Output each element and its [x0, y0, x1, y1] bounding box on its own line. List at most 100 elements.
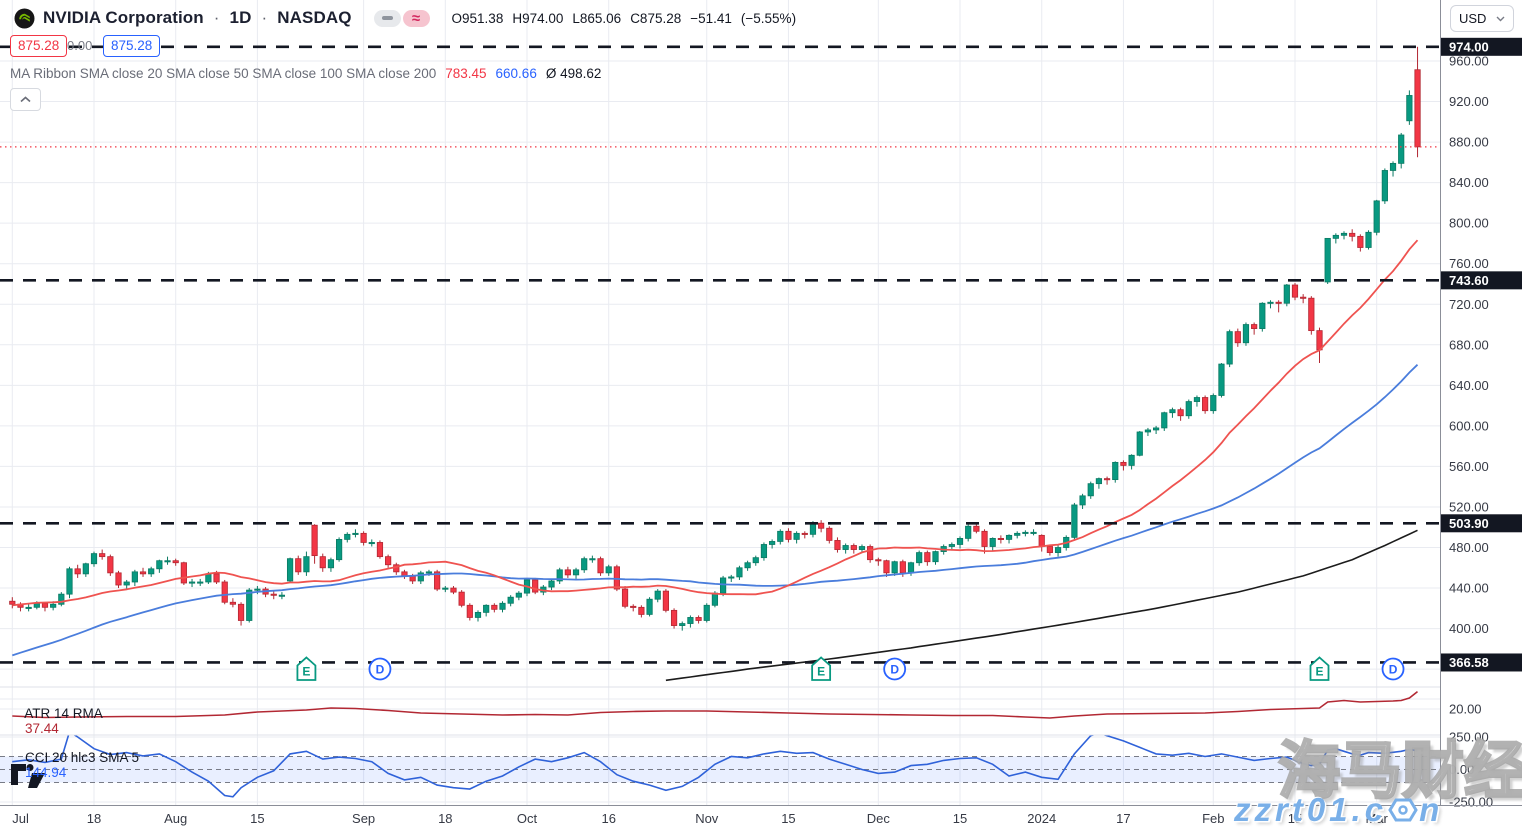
watermark-site-prefix: zzrt01.c — [1234, 791, 1388, 828]
time-tick-label: Nov — [695, 811, 719, 826]
legend-toolbar: ≈ — [373, 9, 430, 27]
time-tick-label: 18 — [438, 811, 452, 826]
watermark-site-suffix: n — [1419, 791, 1444, 828]
currency-selector[interactable]: USD — [1450, 5, 1514, 32]
price-axis[interactable]: 960.00 920.00 880.00 840.00 800.00 760.00 720.… — [1440, 0, 1522, 810]
watermark-site: zzrt01.c n — [1234, 791, 1443, 829]
symbol-title[interactable]: NVIDIA Corporation — [43, 8, 204, 27]
time-tick-label: 15 — [250, 811, 264, 826]
exchange: NASDAQ — [277, 8, 352, 27]
time-tick-label: Jul — [12, 811, 29, 826]
cci-value: 144.94 — [25, 765, 67, 780]
settings-gear-icon[interactable] — [1388, 795, 1418, 825]
tradingview-logo[interactable] — [10, 763, 46, 789]
price-tick-label: 560.00 — [1449, 459, 1489, 474]
dividend-badge-label: D — [1389, 663, 1398, 677]
time-tick-label: 16 — [601, 811, 615, 826]
cci-line[interactable] — [12, 732, 1418, 798]
time-tick-label: 18 — [87, 811, 101, 826]
wave-indicator-button[interactable]: ≈ — [402, 9, 430, 27]
price-tick-label: 800.00 — [1449, 216, 1489, 231]
price-line-badge-label: 503.90 — [1449, 516, 1489, 531]
sma-50-line[interactable] — [12, 364, 1419, 657]
sma-20-line[interactable] — [12, 239, 1419, 607]
atr-label[interactable]: ATR 14 RMA — [24, 706, 103, 721]
price-line-badge-label: 366.58 — [1449, 655, 1489, 670]
change-value: −51.41 — [690, 10, 732, 26]
time-tick-label: Sep — [352, 811, 375, 826]
separator: · — [261, 8, 268, 27]
cci-label[interactable]: CCI 20 hlc3 SMA 5 — [25, 750, 140, 765]
price-tick-label: 480.00 — [1449, 540, 1489, 555]
earnings-badge[interactable] — [296, 656, 317, 681]
time-tick-label: 17 — [1116, 811, 1130, 826]
time-tick-label: 15 — [781, 811, 795, 826]
time-tick-label: Feb — [1202, 811, 1224, 826]
position-entry-price-box[interactable]: 875.28 — [10, 35, 68, 57]
ma-ribbon-legend: MA Ribbon SMA close 20 SMA close 50 SMA … — [10, 66, 601, 81]
dividend-badge-label: D — [376, 663, 385, 677]
watermark-chinese: 海马财经 — [1277, 733, 1522, 809]
price-tick-label: 960.00 — [1449, 54, 1489, 69]
time-tick-label: 15 — [1288, 811, 1302, 826]
price-tick-label: 520.00 — [1449, 499, 1489, 514]
nvidia-logo-icon — [14, 8, 35, 28]
cci-legend: CCI 20 hlc3 SMA 5 144.94 — [10, 735, 143, 795]
price-tick-label: 840.00 — [1449, 175, 1489, 190]
timeframe[interactable]: 1D — [229, 8, 252, 27]
earnings-badge-label: E — [817, 665, 825, 679]
cci-pane — [0, 756, 1440, 783]
price-tick-label: 640.00 — [1449, 378, 1489, 393]
currency-label: USD — [1459, 11, 1487, 26]
time-tick-label: 2024 — [1027, 811, 1056, 826]
time-tick-label: 15 — [953, 811, 967, 826]
chevron-down-icon — [1496, 16, 1505, 21]
price-tick-label: 880.00 — [1449, 135, 1489, 150]
price-tick-label: 920.00 — [1449, 94, 1489, 109]
horizontal-lines[interactable] — [0, 45, 1440, 664]
atr-value: 37.44 — [25, 721, 59, 736]
ma-ribbon-label[interactable]: MA Ribbon SMA close 20 SMA close 50 SMA … — [10, 66, 437, 81]
price-tick-label: 440.00 — [1449, 581, 1489, 596]
position-target-price-box[interactable]: 875.28 — [103, 35, 161, 57]
dividend-badge-label: D — [890, 663, 899, 677]
ohlc-values: O951.38 H974.00 L865.06 C875.28 −51.41 (… — [452, 11, 797, 26]
atr-line[interactable] — [12, 690, 1418, 719]
time-tick-label: Mar — [1365, 811, 1388, 826]
close-value: C875.28 — [630, 10, 682, 26]
price-line-badge — [1441, 271, 1522, 290]
time-axis[interactable]: Jul 18 Aug 15 Sep 18 Oct 16 Nov 15 Dec 15 2024 17 Feb 1… — [0, 805, 1522, 827]
price-tick-label: 760.00 — [1449, 256, 1489, 271]
position-pnl: 0.00 — [67, 38, 93, 53]
earnings-badge[interactable] — [1309, 656, 1330, 681]
hide-indicator-button[interactable] — [373, 9, 401, 27]
time-tick-label: Aug — [164, 811, 187, 826]
dividend-badge[interactable] — [368, 657, 392, 681]
chevron-up-icon — [20, 96, 31, 103]
dividend-badge[interactable] — [1381, 657, 1405, 681]
time-tick-label: Dec — [867, 811, 891, 826]
price-line-badge-label: 974.00 — [1449, 39, 1489, 54]
grid-lines — [0, 0, 1440, 806]
earnings-badge[interactable] — [811, 656, 832, 681]
sma20-value: 783.45 — [445, 66, 487, 81]
price-line-badge-label: 743.60 — [1449, 273, 1489, 288]
price-tick-label: 720.00 — [1449, 297, 1489, 312]
price-tick-label: 600.00 — [1449, 418, 1489, 433]
atr-tick-label: 20.00 — [1449, 702, 1482, 717]
price-line-badge — [1441, 37, 1522, 56]
earnings-badge-label: E — [1315, 665, 1323, 679]
dividend-badge[interactable] — [883, 657, 907, 681]
price-tick-label: 400.00 — [1449, 621, 1489, 636]
minus-icon — [381, 16, 393, 20]
cci-tick-label: 0.00 — [1449, 762, 1474, 777]
collapse-legend-button[interactable] — [10, 88, 41, 111]
price-line-badge — [1441, 514, 1522, 533]
price-line-badge — [1441, 653, 1522, 672]
separator: · — [213, 8, 220, 27]
earnings-badge-label: E — [302, 665, 310, 679]
high-value: H974.00 — [512, 10, 564, 26]
